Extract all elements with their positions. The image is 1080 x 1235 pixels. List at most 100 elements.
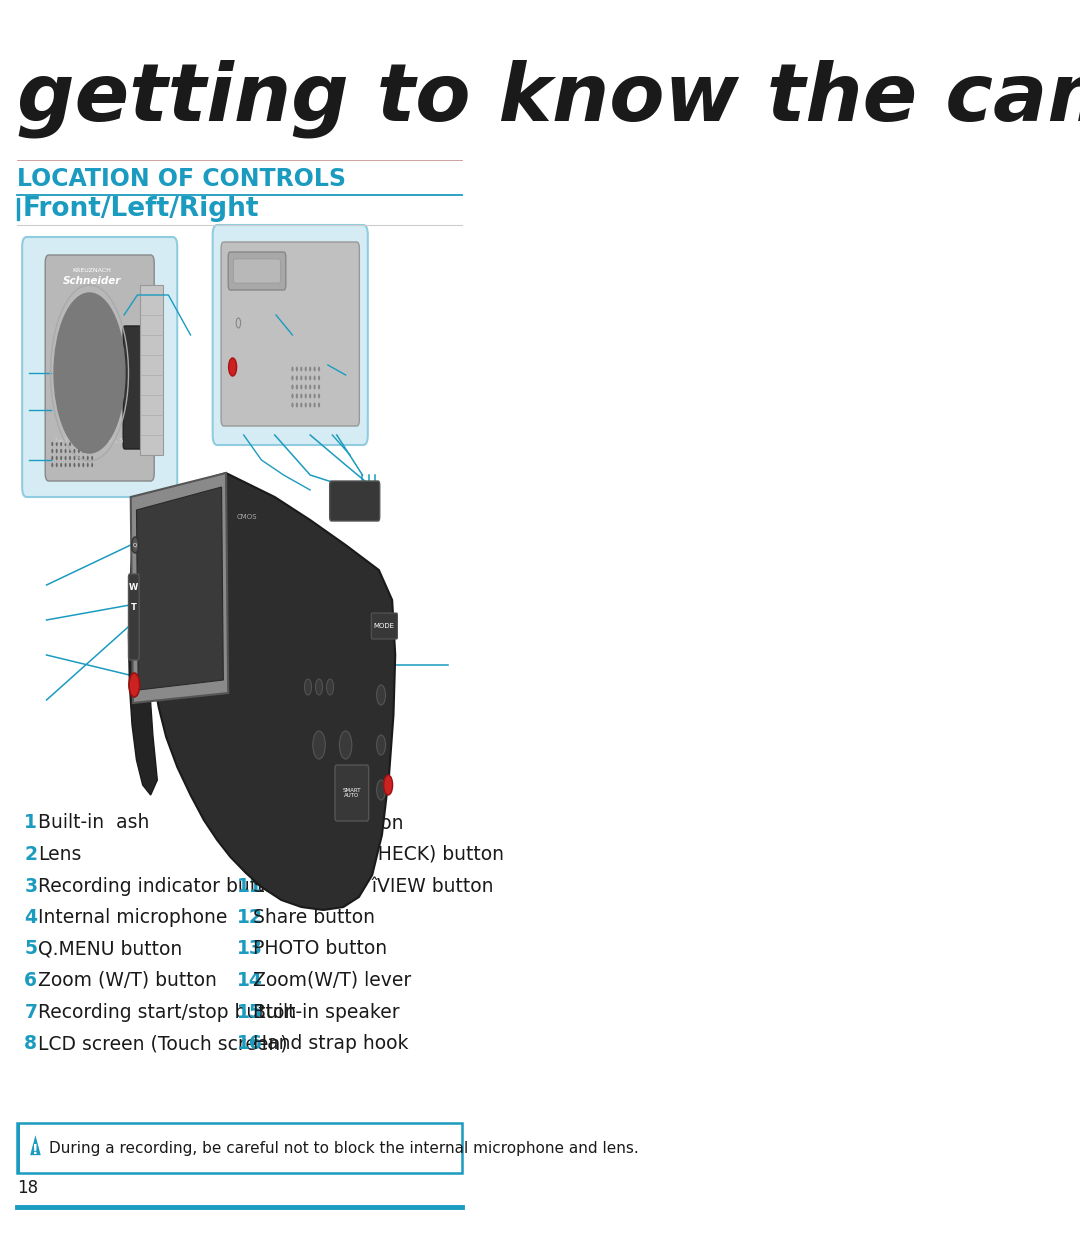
Circle shape <box>82 463 84 467</box>
Text: Hand strap hook: Hand strap hook <box>254 1034 409 1053</box>
Circle shape <box>60 448 63 453</box>
Text: Zoom(W/T) lever: Zoom(W/T) lever <box>254 971 411 990</box>
Circle shape <box>65 456 67 461</box>
Circle shape <box>82 448 84 453</box>
Text: LCD screen (Touch screen): LCD screen (Touch screen) <box>38 1034 287 1053</box>
Text: f=8.3-50.4mm F3.5: f=8.3-50.4mm F3.5 <box>55 438 124 445</box>
FancyBboxPatch shape <box>335 764 368 821</box>
Polygon shape <box>129 496 158 795</box>
Bar <box>17 198 19 220</box>
Text: 4: 4 <box>25 908 38 927</box>
Circle shape <box>60 442 63 446</box>
Text: 3: 3 <box>25 877 38 895</box>
Circle shape <box>91 456 93 461</box>
Circle shape <box>300 403 302 408</box>
Wedge shape <box>76 385 90 405</box>
Circle shape <box>292 403 294 408</box>
Text: LOCATION OF CONTROLS: LOCATION OF CONTROLS <box>17 167 346 191</box>
FancyBboxPatch shape <box>45 254 154 480</box>
Circle shape <box>309 403 311 408</box>
Circle shape <box>309 384 311 389</box>
Circle shape <box>305 679 311 695</box>
FancyBboxPatch shape <box>228 252 286 290</box>
Text: 6: 6 <box>25 971 38 990</box>
Text: Q: Q <box>133 542 137 547</box>
Circle shape <box>229 358 237 375</box>
Text: Recording start/stop button: Recording start/stop button <box>38 1003 296 1021</box>
Circle shape <box>305 367 307 372</box>
Circle shape <box>318 384 320 389</box>
Circle shape <box>309 375 311 380</box>
Text: 8: 8 <box>25 1034 38 1053</box>
Circle shape <box>292 367 294 372</box>
Circle shape <box>52 442 53 446</box>
Circle shape <box>296 367 298 372</box>
Circle shape <box>69 463 71 467</box>
Circle shape <box>78 463 80 467</box>
Circle shape <box>86 463 89 467</box>
Circle shape <box>82 442 84 446</box>
Circle shape <box>86 448 89 453</box>
Circle shape <box>377 685 386 705</box>
Circle shape <box>60 456 63 461</box>
Circle shape <box>292 384 294 389</box>
Circle shape <box>313 394 315 399</box>
Text: 18: 18 <box>17 1179 38 1197</box>
Polygon shape <box>136 487 224 690</box>
Polygon shape <box>144 473 395 910</box>
Circle shape <box>296 384 298 389</box>
Circle shape <box>296 403 298 408</box>
Text: SMART
AUTO: SMART AUTO <box>342 788 361 798</box>
Text: Lens: Lens <box>38 845 81 864</box>
Circle shape <box>318 375 320 380</box>
Circle shape <box>86 442 89 446</box>
Circle shape <box>300 375 302 380</box>
Polygon shape <box>131 473 228 703</box>
Circle shape <box>309 394 311 399</box>
Circle shape <box>377 735 386 755</box>
Text: getting to know the camcorder: getting to know the camcorder <box>17 61 1080 138</box>
Circle shape <box>56 456 57 461</box>
FancyBboxPatch shape <box>23 237 177 496</box>
Circle shape <box>132 537 138 553</box>
Text: KREUZNACH: KREUZNACH <box>72 268 111 273</box>
Text: MODE: MODE <box>374 622 394 629</box>
Circle shape <box>64 315 116 431</box>
Circle shape <box>300 394 302 399</box>
Circle shape <box>58 303 121 443</box>
Circle shape <box>309 367 311 372</box>
Circle shape <box>76 341 104 405</box>
Text: T: T <box>131 603 137 611</box>
Circle shape <box>52 463 53 467</box>
Circle shape <box>300 367 302 372</box>
FancyBboxPatch shape <box>213 225 368 445</box>
FancyBboxPatch shape <box>221 242 360 426</box>
Circle shape <box>60 463 63 467</box>
Circle shape <box>85 363 94 383</box>
Circle shape <box>318 367 320 372</box>
Text: 11: 11 <box>237 877 262 895</box>
Circle shape <box>73 456 76 461</box>
Circle shape <box>78 456 80 461</box>
Text: Built-in speaker: Built-in speaker <box>254 1003 400 1021</box>
Bar <box>17 1123 21 1173</box>
Text: Smart Auto/ îVIEW button: Smart Auto/ îVIEW button <box>254 877 494 895</box>
Bar <box>140 285 163 454</box>
Circle shape <box>69 442 71 446</box>
Circle shape <box>65 448 67 453</box>
Circle shape <box>318 394 320 399</box>
Circle shape <box>82 456 84 461</box>
Circle shape <box>296 394 298 399</box>
Circle shape <box>300 384 302 389</box>
Circle shape <box>313 375 315 380</box>
Text: 15: 15 <box>237 1003 262 1021</box>
Circle shape <box>91 448 93 453</box>
Circle shape <box>56 448 57 453</box>
Text: 2: 2 <box>25 845 38 864</box>
Circle shape <box>313 384 315 389</box>
Circle shape <box>73 442 76 446</box>
Text: 13: 13 <box>237 940 264 958</box>
Circle shape <box>69 456 71 461</box>
Text: 7: 7 <box>25 1003 38 1021</box>
Polygon shape <box>29 1132 42 1156</box>
